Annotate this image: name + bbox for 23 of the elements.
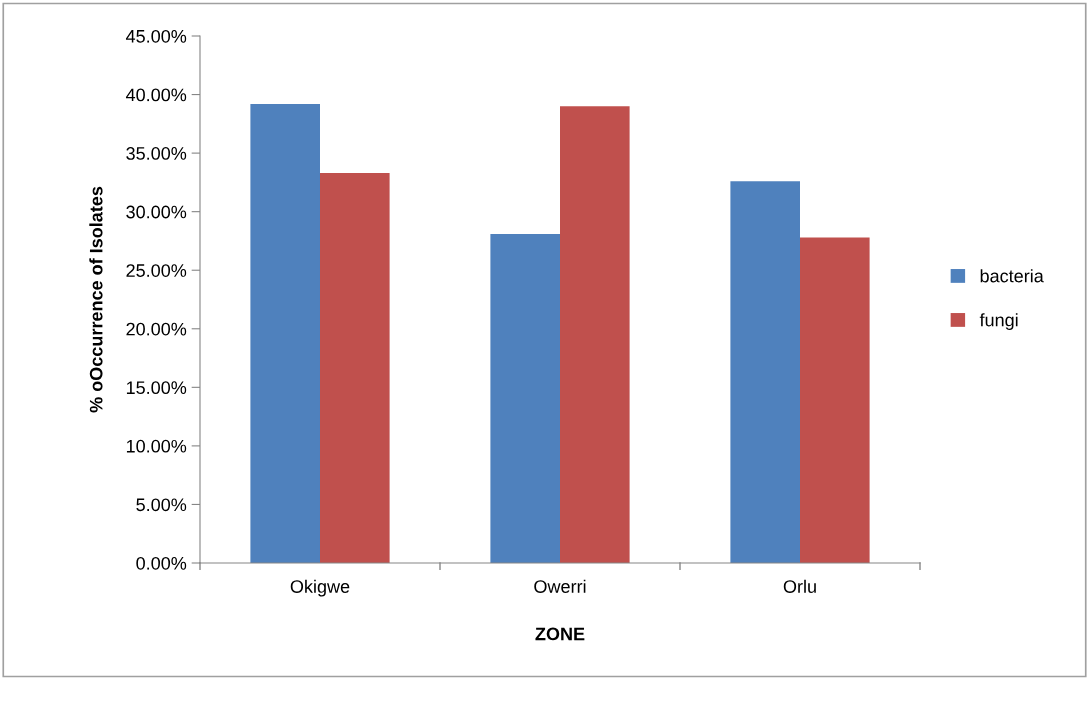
x-tick-label: Owerri <box>534 579 586 593</box>
bar <box>800 237 870 563</box>
legend-label: bacteria <box>980 269 1044 283</box>
y-tick-label: 30.00% <box>126 205 187 219</box>
bar <box>320 173 390 563</box>
bar <box>560 106 630 563</box>
y-tick-label: 40.00% <box>125 88 187 102</box>
y-tick-label: 10.00% <box>126 439 187 453</box>
y-axis-title: % oOccurrence of Isolates <box>89 186 103 413</box>
bar <box>490 233 560 563</box>
y-tick-label: 5.00% <box>136 498 187 512</box>
y-tick-label: 45.00% <box>125 29 187 43</box>
bar <box>730 181 800 563</box>
y-tick-label: 25.00% <box>126 264 187 277</box>
y-tick-label: 15.00% <box>126 381 187 395</box>
bar <box>250 103 320 563</box>
x-tick-label: Orlu <box>783 579 816 593</box>
y-tick-label: 0.00% <box>136 556 187 570</box>
legend-label: fungi <box>979 313 1018 330</box>
x-axis-title: ZONE <box>535 627 585 641</box>
y-tick-label: 35.00% <box>126 147 187 160</box>
x-tick-label: Okigwe <box>290 579 350 597</box>
y-tick-label: 20.00% <box>126 322 187 336</box>
